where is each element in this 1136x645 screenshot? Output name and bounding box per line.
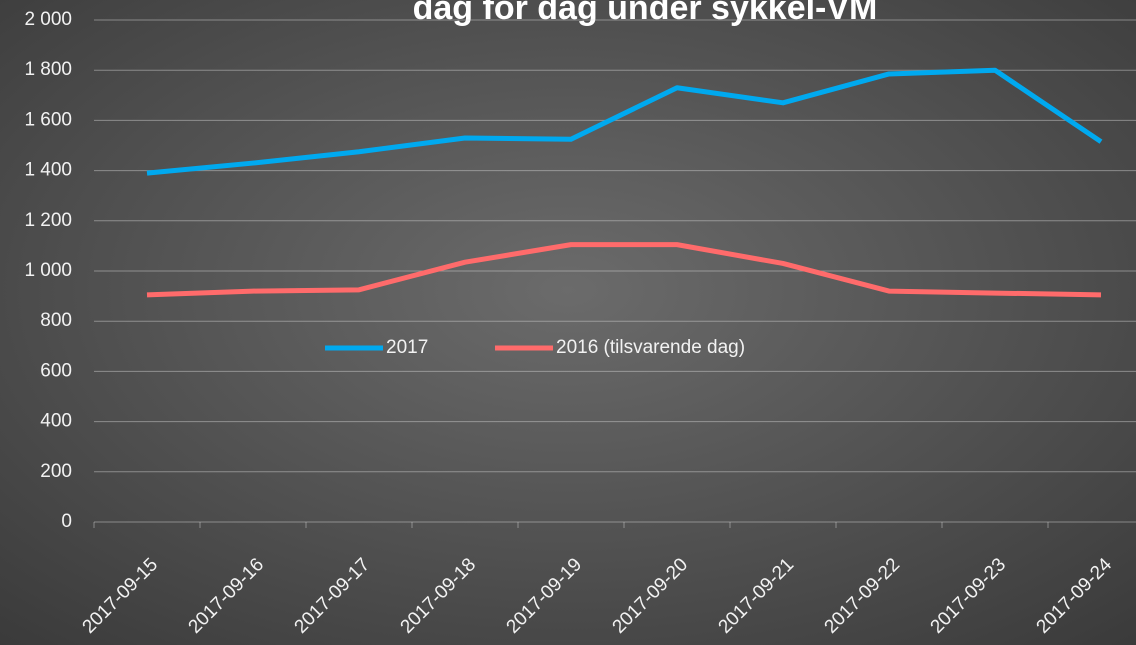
y-tick-label: 1 600 <box>24 109 72 130</box>
y-tick-label: 800 <box>40 310 72 331</box>
y-tick-label: 2 000 <box>24 9 72 30</box>
y-tick-label: 1 200 <box>24 210 72 231</box>
y-tick-label: 600 <box>40 360 72 381</box>
y-tick-label: 1 800 <box>24 59 72 80</box>
y-tick-label: 1 400 <box>24 160 72 181</box>
chart-title: dag for dag under sykkel-VM <box>413 0 878 27</box>
y-tick-label: 0 <box>61 511 72 532</box>
y-tick-label: 1 000 <box>24 260 72 281</box>
line <box>146 67 1103 176</box>
y-tick-label: 200 <box>40 461 72 482</box>
legend-label: 2016 (tilsvarende dag) <box>556 337 745 358</box>
legend-label: 2017 <box>386 337 428 358</box>
y-tick-label: 400 <box>40 411 72 432</box>
line <box>146 242 1102 298</box>
